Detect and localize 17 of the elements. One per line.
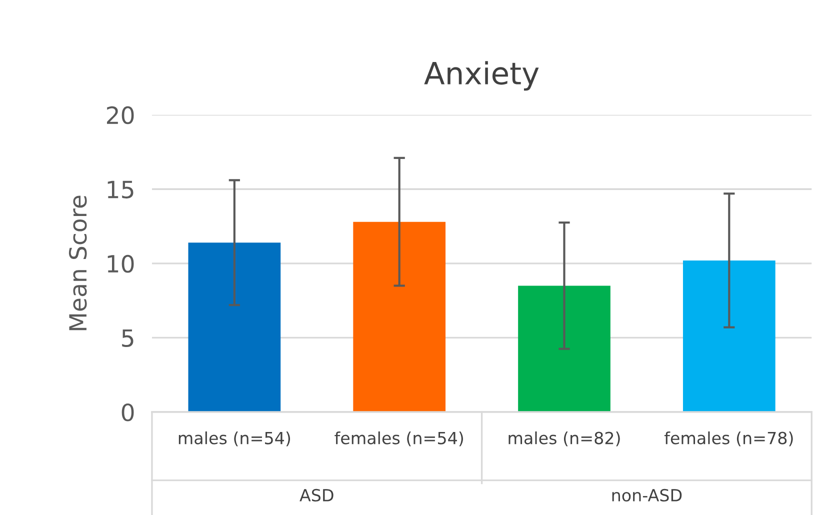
- chart-title: Anxiety: [424, 61, 539, 91]
- y-tick-label: 5: [122, 329, 134, 348]
- x-tick-label: males (n=82): [508, 431, 620, 446]
- bar: [682, 260, 776, 412]
- text: non-ASD: [612, 488, 682, 502]
- x-tick-label: females (n=54): [334, 431, 463, 446]
- y-tick-label: 15: [108, 180, 134, 198]
- x-tick-label: males (n=54): [178, 431, 290, 446]
- y-tick-label: 0: [122, 403, 134, 422]
- bar: [518, 286, 610, 412]
- x-tick-label: females (n=78): [664, 431, 793, 446]
- y-tick-label: 20: [106, 106, 134, 124]
- bar: [353, 222, 446, 412]
- text: ASD: [300, 488, 334, 502]
- y-axis-title: Mean Score: [68, 196, 87, 330]
- bar: [188, 242, 281, 412]
- y-tick-label: 10: [108, 254, 134, 273]
